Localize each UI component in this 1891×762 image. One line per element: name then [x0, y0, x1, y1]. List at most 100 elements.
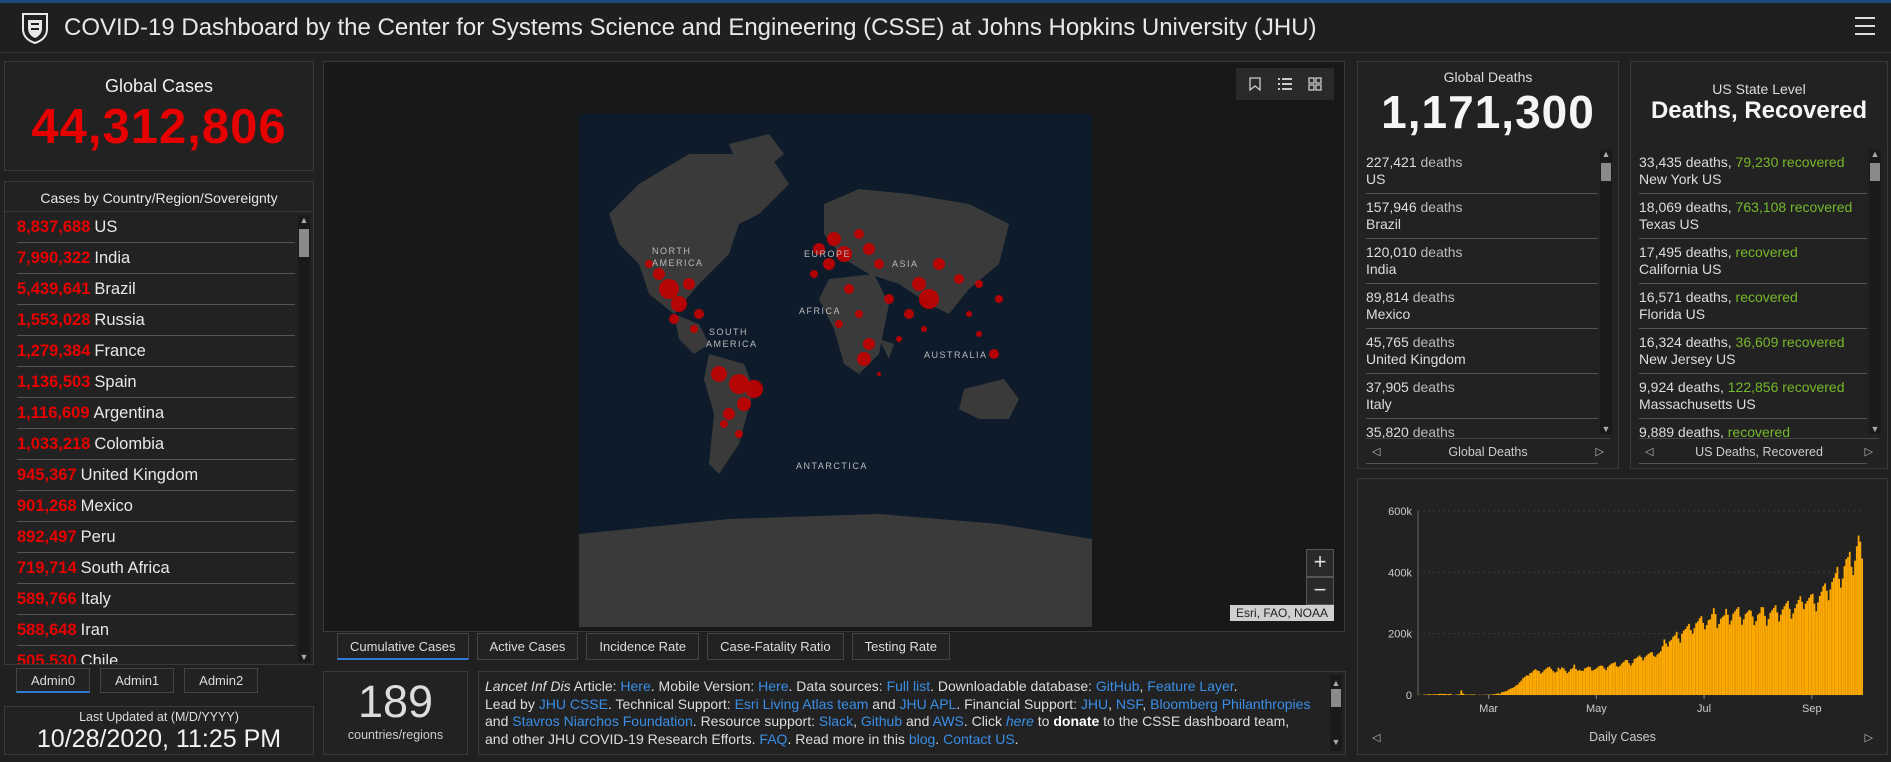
daily-cases-bar[interactable]: [1644, 657, 1646, 695]
daily-cases-bar[interactable]: [1725, 608, 1728, 695]
case-bubble[interactable]: [729, 374, 749, 394]
case-bubble[interactable]: [810, 270, 818, 278]
daily-cases-bar[interactable]: [1792, 613, 1795, 695]
daily-cases-bar[interactable]: [1580, 670, 1583, 695]
daily-cases-bar[interactable]: [1702, 622, 1705, 695]
daily-cases-bar[interactable]: [1460, 690, 1463, 695]
daily-cases-bar[interactable]: [1693, 628, 1696, 695]
death-list-item[interactable]: 89,814 deaths Mexico: [1366, 284, 1598, 329]
daily-cases-bar[interactable]: [1834, 573, 1837, 695]
daily-cases-bar[interactable]: [1716, 628, 1719, 695]
daily-cases-bar[interactable]: [1838, 578, 1841, 695]
daily-cases-bar[interactable]: [1430, 694, 1433, 695]
stavros-niarchos-link[interactable]: Stavros Niarchos Foundation: [512, 713, 693, 729]
scroll-up-icon[interactable]: ▲: [1331, 678, 1341, 688]
scroll-thumb[interactable]: [1601, 163, 1611, 181]
deaths-scrollbar[interactable]: ▲ ▼: [1600, 149, 1612, 434]
daily-cases-bar[interactable]: [1734, 611, 1736, 695]
daily-cases-bar[interactable]: [1762, 607, 1765, 695]
daily-cases-bar[interactable]: [1538, 671, 1540, 695]
map-panel[interactable]: NORTH AMERICA EUROPE ASIA AFRICA SOUTH AMERICA…: [323, 61, 1345, 632]
case-bubble[interactable]: [933, 258, 945, 270]
country-list-item[interactable]: 5,439,641 Brazil: [17, 274, 295, 305]
country-list-item[interactable]: 1,116,609 Argentina: [17, 398, 295, 429]
daily-cases-bar[interactable]: [1608, 665, 1611, 695]
daily-cases-bar[interactable]: [1695, 623, 1698, 695]
scroll-thumb[interactable]: [1870, 163, 1880, 181]
us-state-list-item[interactable]: 16,571 deaths, recovered Florida US: [1639, 284, 1867, 329]
daily-cases-bar[interactable]: [1778, 621, 1781, 695]
daily-cases-bar[interactable]: [1566, 673, 1569, 695]
daily-cases-bar[interactable]: [1543, 670, 1546, 695]
daily-cases-bar[interactable]: [1832, 577, 1835, 695]
daily-cases-bar[interactable]: [1848, 551, 1851, 695]
us-state-list-item[interactable]: 16,324 deaths, 36,609 recovered New Jerse…: [1639, 329, 1867, 374]
daily-cases-bar[interactable]: [1822, 586, 1825, 695]
daily-cases-bar[interactable]: [1771, 610, 1773, 695]
daily-cases-bar[interactable]: [1855, 546, 1858, 695]
daily-cases-bar[interactable]: [1739, 616, 1742, 695]
daily-cases-bar[interactable]: [1818, 595, 1821, 695]
daily-cases-bar[interactable]: [1591, 670, 1593, 695]
daily-cases-bar[interactable]: [1840, 587, 1842, 695]
daily-cases-bar[interactable]: [1836, 566, 1839, 695]
daily-cases-bar[interactable]: [1576, 670, 1579, 695]
daily-cases-bar[interactable]: [1635, 658, 1637, 695]
mobile-version-link[interactable]: Here: [758, 678, 789, 694]
daily-cases-bar[interactable]: [1550, 668, 1553, 695]
death-list-item[interactable]: 35,820 deaths: [1366, 419, 1598, 464]
case-bubble[interactable]: [659, 279, 679, 299]
case-bubble[interactable]: [745, 380, 763, 398]
daily-cases-bar[interactable]: [1744, 614, 1747, 695]
tab-incidence-rate[interactable]: Incidence Rate: [586, 633, 700, 660]
daily-cases-bar[interactable]: [1854, 560, 1856, 695]
daily-cases-bar[interactable]: [1817, 602, 1819, 695]
daily-cases-bar[interactable]: [1682, 630, 1685, 695]
daily-cases-bar[interactable]: [1534, 669, 1537, 695]
case-bubble[interactable]: [874, 259, 884, 269]
daily-cases-bar[interactable]: [1728, 624, 1731, 695]
daily-cases-bar[interactable]: [1748, 610, 1750, 695]
daily-cases-bar[interactable]: [1735, 608, 1738, 695]
hamburger-menu-icon[interactable]: [1855, 17, 1875, 35]
aws-link[interactable]: AWS: [932, 713, 964, 729]
tab-cumulative-cases[interactable]: Cumulative Cases: [337, 633, 469, 660]
case-bubble[interactable]: [877, 372, 881, 376]
daily-cases-bar[interactable]: [1772, 607, 1775, 695]
daily-cases-bar[interactable]: [1531, 672, 1533, 695]
daily-cases-bar[interactable]: [1850, 566, 1853, 695]
daily-cases-bar[interactable]: [1688, 623, 1690, 695]
country-list-item[interactable]: 719,714 South Africa: [17, 553, 295, 584]
daily-cases-bar[interactable]: [1813, 603, 1816, 695]
daily-cases-bar[interactable]: [1760, 606, 1763, 695]
daily-cases-bar[interactable]: [1626, 660, 1629, 695]
daily-cases-bar[interactable]: [1795, 603, 1798, 695]
daily-cases-bar[interactable]: [1661, 646, 1664, 695]
country-list-item[interactable]: 1,136,503 Spain: [17, 367, 295, 398]
scroll-up-icon[interactable]: ▲: [1870, 149, 1880, 159]
case-bubble[interactable]: [989, 349, 999, 359]
daily-cases-bar[interactable]: [1764, 615, 1766, 695]
daily-cases-bar[interactable]: [1679, 642, 1682, 695]
daily-cases-bar[interactable]: [1617, 667, 1620, 695]
daily-cases-bar[interactable]: [1829, 589, 1832, 695]
daily-cases-bar[interactable]: [1513, 687, 1516, 695]
country-list-scrollbar[interactable]: ▲ ▼: [298, 215, 310, 662]
daily-cases-bar[interactable]: [1797, 599, 1800, 695]
daily-cases-bar[interactable]: [1666, 646, 1669, 695]
daily-cases-bar[interactable]: [1525, 675, 1528, 695]
daily-cases-bar[interactable]: [1518, 682, 1521, 695]
daily-cases-bar[interactable]: [1746, 612, 1749, 695]
death-list-item[interactable]: 37,905 deaths Italy: [1366, 374, 1598, 419]
prev-arrow-icon[interactable]: ◁: [1372, 446, 1381, 458]
daily-cases-bar[interactable]: [1511, 687, 1514, 695]
daily-cases-bar[interactable]: [1571, 668, 1574, 695]
daily-cases-bar[interactable]: [1564, 670, 1567, 695]
daily-cases-bar[interactable]: [1633, 659, 1636, 695]
daily-cases-bar[interactable]: [1658, 652, 1660, 695]
tab-admin1[interactable]: Admin1: [100, 668, 175, 693]
daily-cases-bar[interactable]: [1504, 691, 1507, 695]
daily-cases-bar[interactable]: [1845, 559, 1848, 695]
daily-cases-bar[interactable]: [1787, 600, 1789, 695]
daily-cases-bar[interactable]: [1506, 690, 1509, 695]
